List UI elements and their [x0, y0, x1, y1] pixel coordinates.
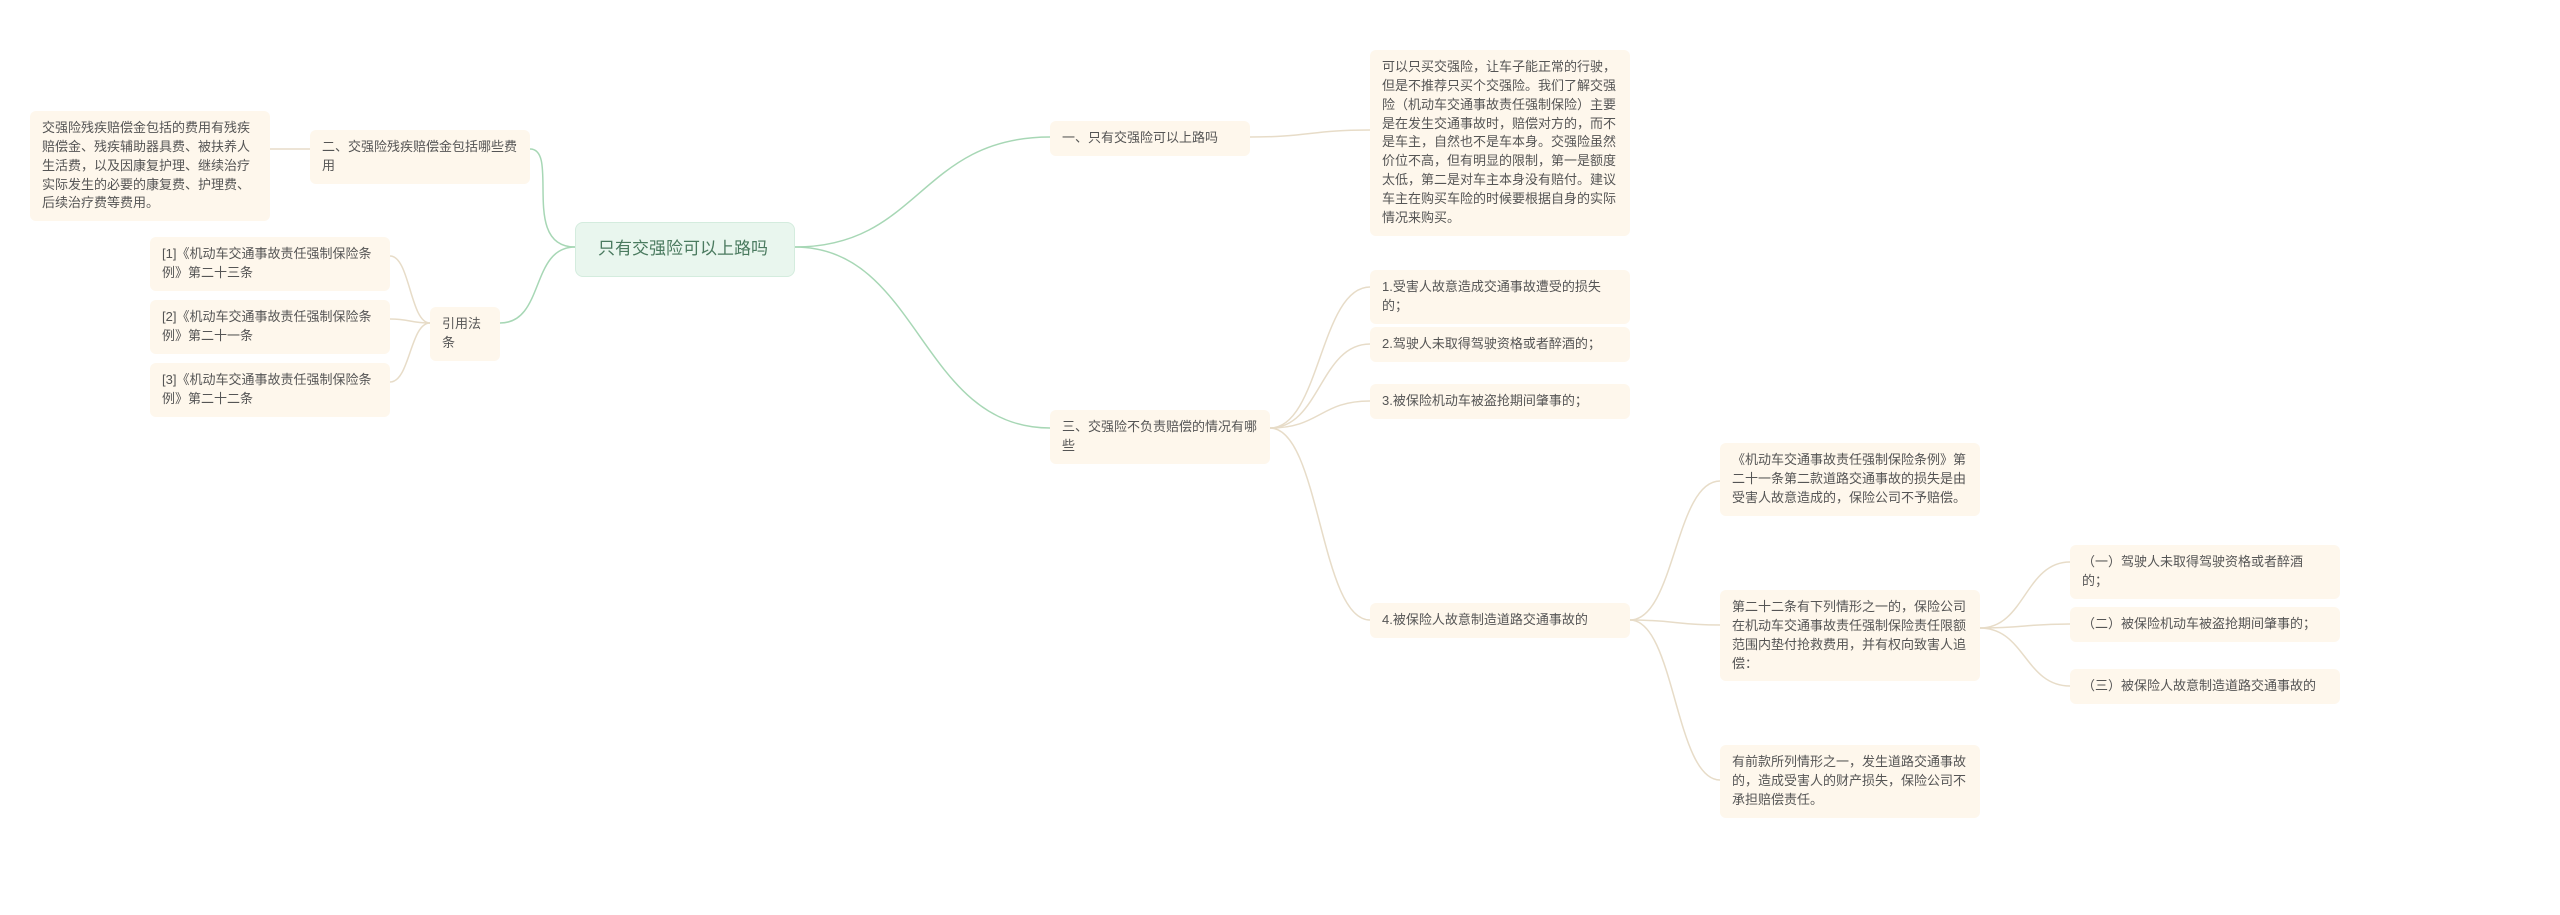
connector — [390, 319, 430, 323]
l2-leaf-0: 交强险残疾赔偿金包括的费用有残疾赔偿金、残疾辅助器具费、被扶养人生活费，以及因康… — [30, 111, 270, 221]
connector — [530, 149, 575, 247]
connector — [1250, 130, 1370, 137]
r3-leaf-0: 1.受害人故意造成交通事故遭受的损失的； — [1370, 270, 1630, 324]
root-node[interactable]: 只有交强险可以上路吗 — [575, 222, 795, 277]
connector — [390, 256, 430, 323]
connector — [1980, 624, 2070, 628]
r3-4-b-leaf-2: （三）被保险人故意制造道路交通事故的 — [2070, 669, 2340, 704]
connector — [500, 247, 575, 323]
r3-4-leaf-2: 有前款所列情形之一，发生道路交通事故的，造成受害人的财产损失，保险公司不承担赔偿… — [1720, 745, 1980, 818]
r1-leaf-0: 可以只买交强险，让车子能正常的行驶，但是不推荐只买个交强险。我们了解交强险（机动… — [1370, 50, 1630, 236]
connector — [795, 137, 1050, 247]
connector — [1980, 562, 2070, 628]
r1[interactable]: 一、只有交强险可以上路吗 — [1050, 121, 1250, 156]
r3-leaf-1: 2.驾驶人未取得驾驶资格或者醉酒的； — [1370, 327, 1630, 362]
connector — [1270, 401, 1370, 428]
r3-4-b: 第二十二条有下列情形之一的，保险公司在机动车交通事故责任强制保险责任限额范围内垫… — [1720, 590, 1980, 681]
connector — [1270, 344, 1370, 428]
lref-leaf-1: [2]《机动车交通事故责任强制保险条例》第二十一条 — [150, 300, 390, 354]
connector — [1630, 620, 1720, 780]
lref[interactable]: 引用法条 — [430, 307, 500, 361]
r3-4-b-leaf-0: （一）驾驶人未取得驾驶资格或者醉酒的； — [2070, 545, 2340, 599]
l2[interactable]: 二、交强险残疾赔偿金包括哪些费用 — [310, 130, 530, 184]
r3-4-b-leaf-1: （二）被保险机动车被盗抢期间肇事的； — [2070, 607, 2340, 642]
r3[interactable]: 三、交强险不负责赔偿的情况有哪些 — [1050, 410, 1270, 464]
connector — [1980, 628, 2070, 686]
connector — [795, 247, 1050, 428]
r3-4-leaf-0: 《机动车交通事故责任强制保险条例》第二十一条第二款道路交通事故的损失是由受害人故… — [1720, 443, 1980, 516]
r3-4: 4.被保险人故意制造道路交通事故的 — [1370, 603, 1630, 638]
lref-leaf-0: [1]《机动车交通事故责任强制保险条例》第二十三条 — [150, 237, 390, 291]
connector — [1630, 620, 1720, 625]
connector — [390, 323, 430, 382]
r3-leaf-2: 3.被保险机动车被盗抢期间肇事的； — [1370, 384, 1630, 419]
connector — [1630, 481, 1720, 620]
connector — [1270, 287, 1370, 428]
connector — [1270, 428, 1370, 620]
lref-leaf-2: [3]《机动车交通事故责任强制保险条例》第二十二条 — [150, 363, 390, 417]
